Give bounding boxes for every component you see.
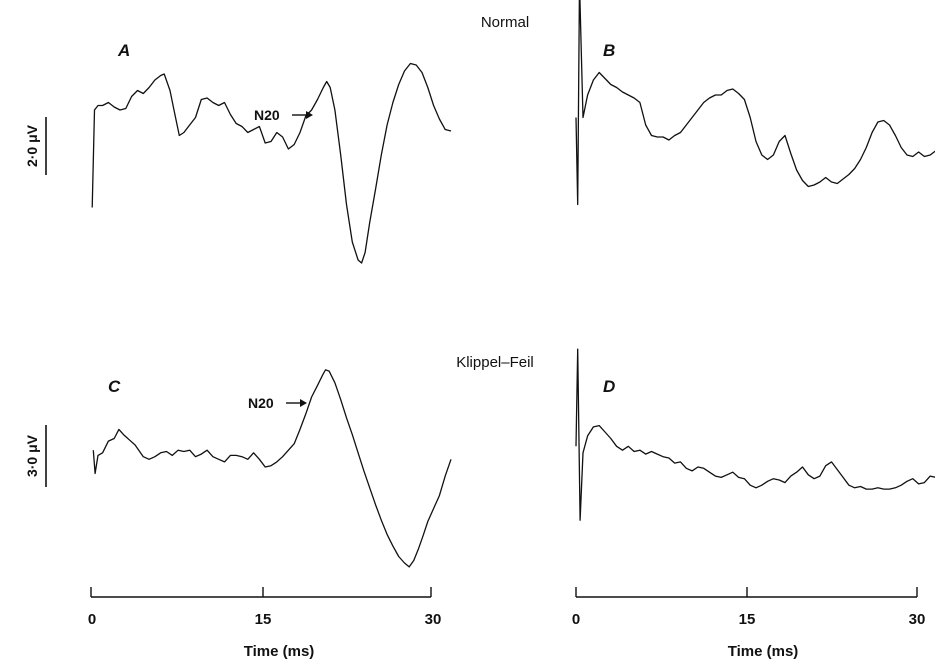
- tick-label-left-0: 0: [88, 611, 96, 628]
- n20-label-c: N20: [248, 395, 274, 411]
- x-axis-title-left: Time (ms): [244, 643, 315, 660]
- time-axis-left: 0 15 30 Time (ms): [88, 587, 442, 660]
- scale-label-top: 2·0 μV: [24, 124, 40, 167]
- tick-label-right-30: 30: [909, 611, 926, 628]
- panel-label-c: C: [108, 377, 121, 396]
- trace-panel-d: [575, 348, 935, 521]
- n20-label-a: N20: [254, 107, 280, 123]
- panel-label-b: B: [603, 41, 615, 60]
- n20-arrow-a: [292, 111, 313, 119]
- panel-label-a: A: [117, 41, 130, 60]
- x-axis-title-right: Time (ms): [728, 643, 799, 660]
- traces-layer: [91, 0, 935, 568]
- title-normal: Normal: [481, 14, 529, 31]
- n20-arrow-c: [286, 399, 307, 407]
- tick-label-right-15: 15: [739, 611, 756, 628]
- title-klippel-feil: Klippel–Feil: [456, 354, 534, 371]
- scale-label-bottom: 3·0 μV: [24, 434, 40, 477]
- tick-label-left-15: 15: [255, 611, 272, 628]
- trace-panel-c: [92, 369, 452, 568]
- panel-label-d: D: [603, 377, 615, 396]
- trace-panel-b: [575, 0, 935, 206]
- time-axis-right: 0 15 30 Time (ms): [572, 587, 926, 660]
- tick-label-right-0: 0: [572, 611, 580, 628]
- trace-panel-a: [91, 62, 452, 264]
- tick-label-left-30: 30: [425, 611, 442, 628]
